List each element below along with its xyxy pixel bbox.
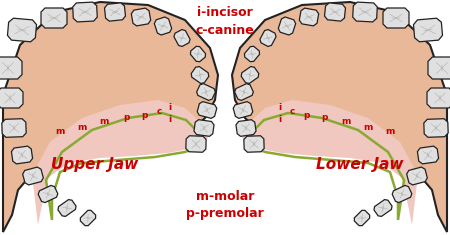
Text: Lower Jaw: Lower Jaw (316, 157, 404, 172)
Text: p: p (141, 110, 147, 120)
Polygon shape (191, 67, 209, 83)
Polygon shape (428, 57, 450, 79)
Polygon shape (8, 18, 36, 42)
Text: i: i (279, 103, 282, 113)
Polygon shape (354, 210, 369, 226)
Polygon shape (81, 210, 96, 226)
Polygon shape (32, 100, 208, 225)
Polygon shape (0, 88, 23, 108)
Polygon shape (197, 84, 216, 100)
Polygon shape (424, 119, 448, 137)
Polygon shape (131, 8, 151, 26)
Polygon shape (241, 67, 259, 83)
Text: m: m (341, 118, 351, 126)
Polygon shape (242, 100, 418, 225)
Polygon shape (236, 120, 256, 136)
Polygon shape (260, 30, 276, 47)
Polygon shape (353, 2, 377, 22)
Polygon shape (104, 3, 126, 21)
Polygon shape (41, 8, 67, 28)
Polygon shape (418, 146, 439, 164)
Text: c: c (156, 107, 162, 117)
Polygon shape (414, 18, 442, 42)
Text: i: i (279, 115, 282, 125)
Polygon shape (244, 136, 264, 152)
Text: i: i (168, 103, 171, 113)
Polygon shape (22, 167, 43, 185)
Text: i-incisor
c-canine: i-incisor c-canine (196, 7, 254, 38)
Polygon shape (374, 200, 392, 216)
Polygon shape (197, 102, 217, 118)
Polygon shape (186, 136, 206, 152)
Polygon shape (73, 2, 97, 22)
Text: Upper Jaw: Upper Jaw (51, 157, 139, 172)
Text: m: m (363, 122, 373, 132)
Polygon shape (234, 84, 253, 100)
Text: m: m (77, 122, 87, 132)
Polygon shape (324, 3, 346, 21)
Polygon shape (244, 46, 260, 62)
Polygon shape (233, 102, 253, 118)
Polygon shape (232, 2, 447, 232)
Text: m: m (55, 128, 65, 137)
Polygon shape (392, 185, 412, 203)
Text: m: m (385, 128, 395, 137)
Text: i: i (168, 115, 171, 125)
Text: m-molar
p-premolar: m-molar p-premolar (186, 189, 264, 220)
Polygon shape (38, 185, 58, 203)
Polygon shape (427, 88, 450, 108)
Text: p: p (321, 114, 327, 122)
Polygon shape (299, 8, 319, 26)
Polygon shape (174, 30, 190, 47)
Polygon shape (58, 200, 76, 216)
Polygon shape (3, 2, 218, 232)
Polygon shape (11, 146, 32, 164)
Text: p: p (123, 114, 129, 122)
Polygon shape (190, 46, 206, 62)
Polygon shape (0, 57, 22, 79)
Polygon shape (194, 120, 214, 136)
Text: m: m (99, 118, 109, 126)
Polygon shape (278, 17, 296, 35)
Polygon shape (154, 17, 172, 35)
Text: p: p (303, 110, 309, 120)
Polygon shape (2, 119, 26, 137)
Polygon shape (407, 167, 428, 185)
Text: c: c (289, 107, 295, 117)
Polygon shape (383, 8, 409, 28)
